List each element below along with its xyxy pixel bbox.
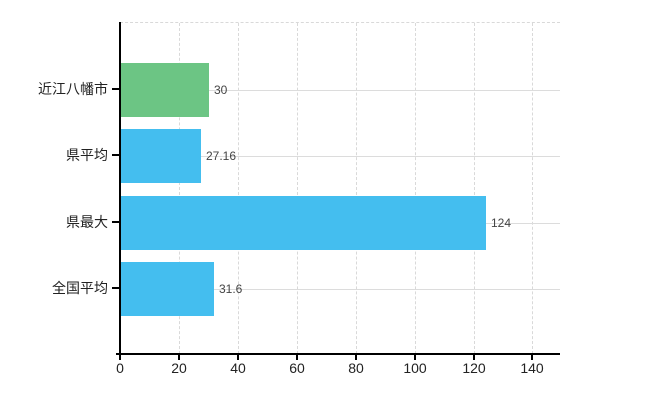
- x-tick-mark: [119, 355, 121, 360]
- x-axis-line: [116, 353, 560, 355]
- y-tick-mark: [112, 88, 120, 90]
- x-tick-label: 140: [520, 360, 544, 376]
- x-tick-label: 0: [116, 360, 124, 376]
- bar: [121, 262, 214, 316]
- x-tick-mark: [414, 355, 416, 360]
- x-tick-label: 80: [348, 360, 364, 376]
- gridline-horizontal: [120, 156, 560, 157]
- gridline-vertical: [356, 23, 357, 354]
- category-label: 近江八幡市: [38, 81, 108, 97]
- gridline-vertical: [297, 23, 298, 354]
- bar: [121, 129, 201, 183]
- gridline-vertical: [415, 23, 416, 354]
- bar-value-label: 124: [491, 216, 512, 230]
- gridline-vertical: [179, 23, 180, 354]
- category-label: 県最大: [66, 214, 108, 230]
- x-tick-mark: [178, 355, 180, 360]
- bar-value-label: 31.6: [219, 282, 243, 296]
- x-tick-label: 60: [289, 360, 305, 376]
- x-tick-label: 20: [171, 360, 187, 376]
- category-label: 県平均: [66, 147, 108, 163]
- x-tick-mark: [237, 355, 239, 360]
- bar-value-label: 27.16: [206, 149, 237, 163]
- x-tick-mark: [531, 355, 533, 360]
- gridline-horizontal: [120, 90, 560, 91]
- x-tick-mark: [473, 355, 475, 360]
- x-tick-mark: [296, 355, 298, 360]
- bar-value-label: 30: [214, 83, 228, 97]
- x-tick-label: 100: [403, 360, 427, 376]
- x-tick-label: 40: [230, 360, 246, 376]
- bar: [121, 196, 486, 250]
- gridline-vertical: [532, 23, 533, 354]
- y-axis-line: [119, 22, 121, 355]
- y-tick-mark: [112, 221, 120, 223]
- gridline-vertical: [238, 23, 239, 354]
- gridline-horizontal: [120, 289, 560, 290]
- y-tick-mark: [112, 287, 120, 289]
- x-tick-mark: [355, 355, 357, 360]
- y-tick-mark: [112, 154, 120, 156]
- gridline-vertical: [474, 23, 475, 354]
- category-label: 全国平均: [52, 280, 108, 296]
- plot-area: 30 27.16 124 31.6: [120, 22, 560, 354]
- x-tick-label: 120: [462, 360, 486, 376]
- bar: [121, 63, 209, 117]
